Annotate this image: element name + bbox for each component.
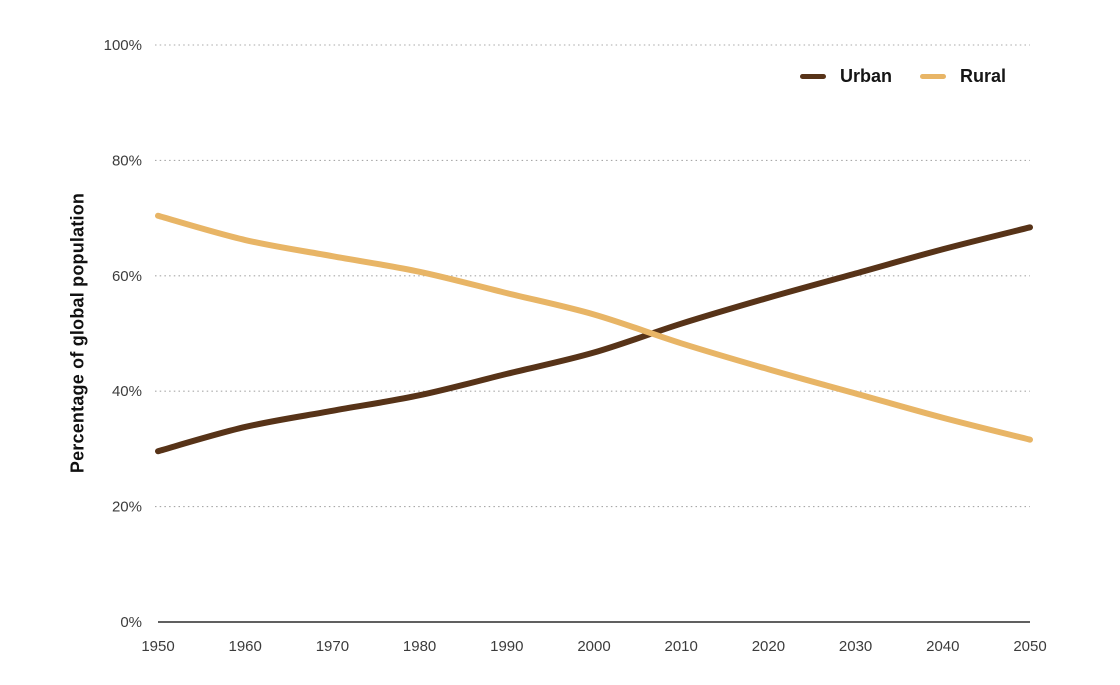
series-line-urban [155,224,1033,455]
y-tick-label: 40% [112,383,142,400]
legend-label-urban: Urban [840,66,893,86]
x-tick-label: 1960 [229,638,262,655]
y-tick-label: 100% [104,37,142,54]
legend-item-urban: Urban [800,66,892,87]
x-tick-label: 2040 [926,638,959,655]
x-tick-label: 2010 [665,638,698,655]
x-tick-label: 2000 [577,638,610,655]
x-tick-label: 2050 [1013,638,1046,655]
legend-swatch-rural-icon [920,74,947,79]
y-tick-label: 20% [112,499,142,516]
x-tick-label: 2020 [752,638,785,655]
legend-swatch-urban-icon [800,74,826,79]
legend-item-rural: Rural [920,66,1006,87]
legend-label-rural: Rural [960,66,1007,86]
y-tick-label: 60% [112,268,142,285]
x-tick-label: 1950 [141,638,174,655]
x-tick-label: 2030 [839,638,872,655]
series-line-rural [155,212,1033,443]
x-tick-label: 1990 [490,638,523,655]
y-tick-label: 80% [112,152,142,169]
legend: Urban Rural [800,66,1006,87]
x-tick-label: 1980 [403,638,436,655]
y-axis-title: Percentage of global population [67,192,88,474]
y-tick-label: 0% [120,614,142,631]
x-tick-label: 1970 [316,638,349,655]
